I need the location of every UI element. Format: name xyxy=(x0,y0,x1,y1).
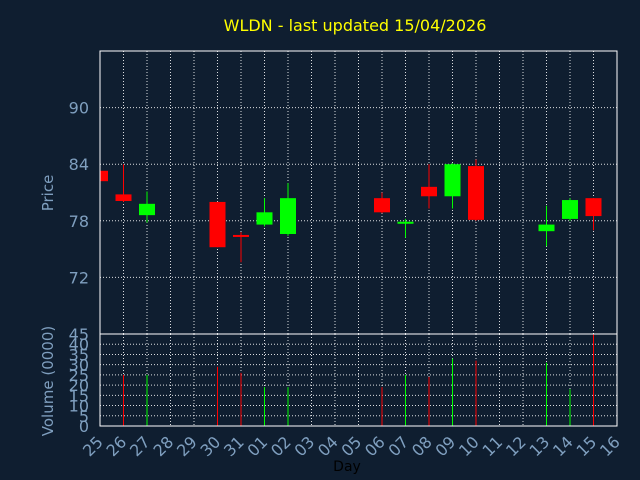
candle-body-down xyxy=(100,170,108,182)
candle-body-down xyxy=(209,201,226,248)
volume-panel-frame xyxy=(99,333,618,427)
x-axis-label: Day xyxy=(333,459,361,475)
x-tick-label: 16 xyxy=(596,432,624,460)
candle-body-down xyxy=(374,198,390,213)
price-tick-label: 84 xyxy=(69,155,89,174)
axes-layer xyxy=(99,50,618,427)
chart-title: WLDN - last updated 15/04/2026 xyxy=(224,16,487,35)
candle-body-up xyxy=(538,224,555,232)
volume-tick-label: 5 xyxy=(79,407,89,426)
marks-layer xyxy=(99,159,602,426)
candle-body-up xyxy=(444,164,461,197)
price-tick-label: 90 xyxy=(69,99,89,118)
candle-body-down xyxy=(585,198,602,217)
volume-tick-label: 20 xyxy=(69,376,89,395)
candle-body-up xyxy=(397,221,414,224)
candle-body-up xyxy=(139,203,155,216)
volume-tick-label: 30 xyxy=(69,356,89,375)
volume-tick-label: 40 xyxy=(69,335,89,354)
candle-body-down xyxy=(115,194,132,201)
volume-tick-label: 0 xyxy=(79,417,89,436)
candle-body-up xyxy=(280,198,296,235)
candle-body-up xyxy=(256,212,273,225)
volume-axis-label: Volume (0000) xyxy=(39,326,57,436)
candle-body-up xyxy=(562,200,578,219)
price-tick-label: 72 xyxy=(69,268,89,287)
candle-body-down xyxy=(421,186,437,197)
volume-tick-label: 10 xyxy=(69,397,89,416)
candle-body-down xyxy=(468,166,484,220)
volume-tick-label: 15 xyxy=(69,386,89,405)
y-axis-label: Price xyxy=(39,175,57,212)
grid-layer xyxy=(99,51,618,427)
volume-tick-label: 25 xyxy=(69,366,89,385)
price-tick-label: 78 xyxy=(69,212,89,231)
volume-tick-label: 45 xyxy=(69,325,89,344)
volume-tick-label: 35 xyxy=(69,345,89,364)
candle-body-down xyxy=(233,234,249,237)
